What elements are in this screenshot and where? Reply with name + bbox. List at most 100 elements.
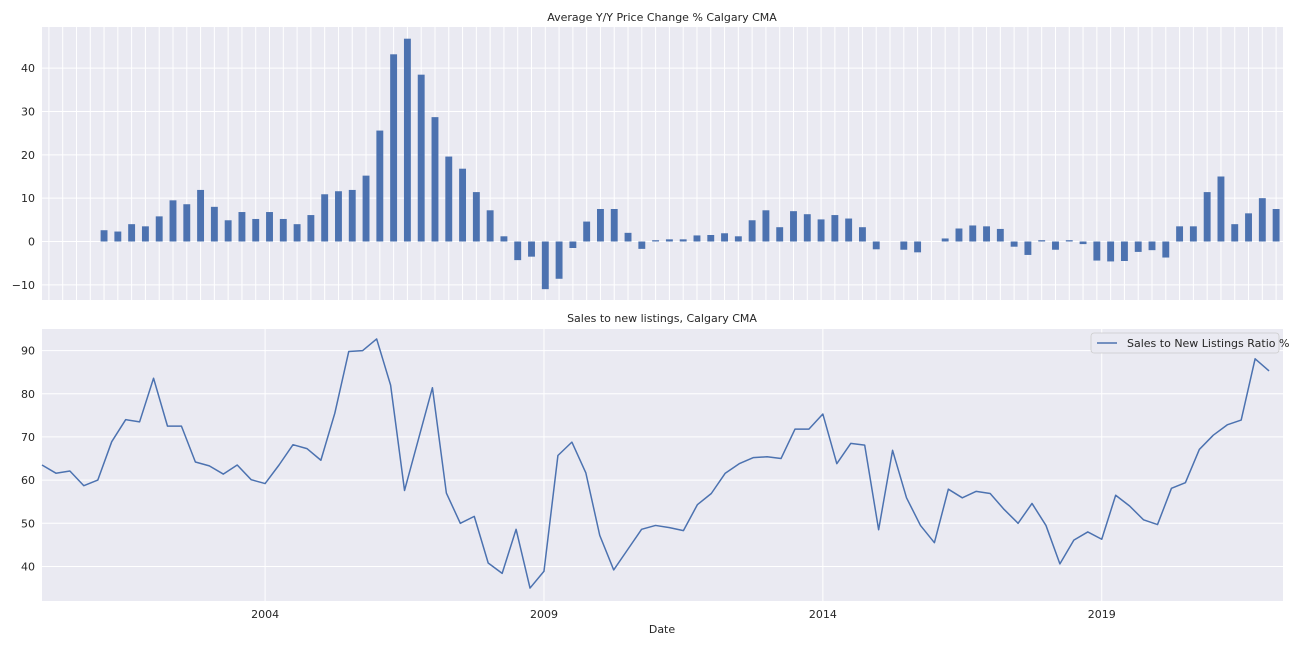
- bar: [528, 241, 535, 257]
- bar: [431, 117, 439, 242]
- bar: [555, 241, 563, 279]
- chart-title: Average Y/Y Price Change % Calgary CMA: [547, 11, 777, 24]
- bar: [445, 156, 453, 242]
- bar: [293, 224, 301, 242]
- bar: [762, 210, 770, 242]
- bar: [831, 215, 839, 242]
- bar: [1162, 241, 1170, 258]
- bar: [914, 241, 922, 253]
- legend-entry: Sales to New Listings Ratio %: [1127, 337, 1289, 350]
- bar: [376, 130, 384, 242]
- bar: [238, 212, 246, 242]
- bar: [1245, 213, 1252, 242]
- bar: [679, 239, 687, 242]
- bar: [1176, 226, 1184, 242]
- bars: [100, 38, 1280, 290]
- bar: [252, 218, 260, 242]
- bar: [790, 211, 797, 242]
- y-tick-label: 70: [21, 431, 35, 444]
- x-tick-label: 2019: [1088, 608, 1116, 621]
- y-tick-label: 80: [21, 388, 35, 401]
- bar: [845, 218, 853, 242]
- bar: [459, 168, 467, 242]
- bar: [610, 209, 618, 242]
- bar: [776, 227, 784, 242]
- bar: [1107, 241, 1115, 262]
- y-tick-label: 20: [21, 149, 35, 162]
- legend: Sales to New Listings Ratio %: [1090, 332, 1289, 354]
- bar: [817, 219, 825, 242]
- bar: [583, 221, 591, 242]
- bar: [100, 230, 108, 242]
- y-tick-label: 0: [28, 236, 35, 249]
- bar: [941, 238, 949, 242]
- bar: [1189, 226, 1197, 242]
- bar: [858, 227, 866, 242]
- bar: [514, 241, 522, 261]
- bar: [155, 216, 163, 242]
- bar: [1024, 241, 1032, 255]
- x-axis-label: Date: [649, 623, 676, 636]
- bar: [1079, 241, 1087, 245]
- bar: [486, 210, 494, 242]
- x-tick-labels: 2004 2009 2014 2019: [251, 608, 1116, 621]
- plot-area: [42, 329, 1283, 601]
- bar: [1272, 209, 1280, 242]
- sales-ratio-chart: 40 50 60 70 80 90 2004 2009 2014 2019 Sales to n…: [21, 312, 1289, 636]
- bar: [224, 220, 232, 242]
- bar: [472, 192, 480, 242]
- bar: [169, 200, 177, 242]
- bar: [1065, 240, 1073, 242]
- bar: [624, 232, 632, 242]
- bar: [1231, 224, 1239, 242]
- bar: [183, 204, 191, 242]
- bar: [279, 218, 287, 242]
- bar: [114, 231, 122, 242]
- bar: [1052, 241, 1059, 250]
- bar: [1148, 241, 1156, 251]
- bar: [307, 215, 315, 242]
- y-tick-label: 60: [21, 474, 35, 487]
- chart-title: Sales to new listings, Calgary CMA: [567, 312, 757, 325]
- bar: [569, 241, 577, 248]
- y-tick-labels: 40 50 60 70 80 90: [21, 345, 35, 574]
- bar: [969, 225, 977, 242]
- bar: [348, 189, 356, 242]
- bar: [1120, 241, 1128, 261]
- bar: [390, 54, 398, 242]
- bar: [900, 241, 908, 250]
- bar: [665, 239, 673, 242]
- x-tick-label: 2004: [251, 608, 279, 621]
- bar: [1203, 192, 1211, 242]
- y-tick-label: 30: [21, 106, 35, 119]
- grid-lines: [42, 329, 1283, 601]
- bar: [983, 226, 990, 242]
- bar: [500, 236, 508, 242]
- y-tick-label: 90: [21, 345, 35, 358]
- bar: [403, 38, 411, 242]
- bar: [872, 241, 880, 250]
- bar: [721, 233, 728, 242]
- bar: [335, 191, 342, 242]
- y-tick-label: 40: [21, 560, 35, 573]
- bar: [734, 236, 742, 242]
- bar: [748, 220, 756, 242]
- bar: [197, 189, 205, 242]
- bar: [541, 241, 549, 290]
- bar: [210, 206, 218, 242]
- bar: [638, 241, 646, 249]
- bar: [1258, 198, 1266, 242]
- bar: [1038, 240, 1046, 242]
- bar: [321, 194, 329, 242]
- y-tick-label: 40: [21, 62, 35, 75]
- bar: [1134, 241, 1142, 252]
- y-tick-label: 50: [21, 517, 35, 530]
- bar: [693, 235, 701, 242]
- y-tick-label: 10: [21, 192, 35, 205]
- bar: [141, 226, 149, 242]
- bar: [996, 228, 1004, 242]
- bar: [1010, 241, 1018, 247]
- bar: [1093, 241, 1101, 261]
- x-tick-label: 2014: [809, 608, 837, 621]
